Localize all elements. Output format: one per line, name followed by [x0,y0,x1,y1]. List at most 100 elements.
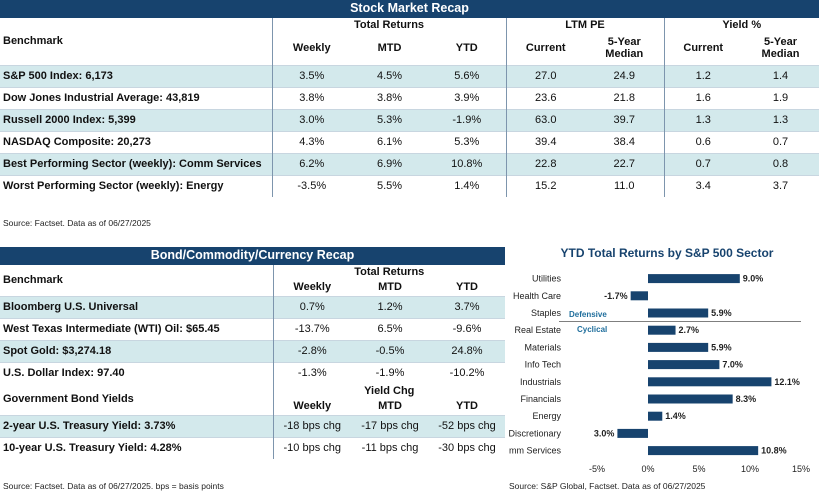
bond-row-label: West Texas Intermediate (WTI) Oil: $65.4… [0,317,273,340]
stock-row: Worst Performing Sector (weekly): Energy… [0,174,819,197]
gov-cell: -52 bps chg [429,414,505,437]
bond-row-label: Spot Gold: $3,274.18 [0,339,273,362]
chart-bar [648,377,772,387]
stock-row-label: Dow Jones Industrial Average: 43,819 [0,86,272,109]
chart-bar [648,308,709,318]
chart-data-label: 12.1% [774,377,800,387]
bond-row-label: Bloomberg U.S. Universal [0,295,273,318]
stock-cell: 11.0 [585,174,664,197]
chart-bar [648,325,676,335]
chart-annotation-defensive: Defensive [569,310,607,319]
gov-cell: -17 bps chg [351,414,429,437]
stock-cell: 0.7 [663,152,742,175]
bond-row: U.S. Dollar Index: 97.40 -1.3% -1.9% -10.2% [0,361,505,384]
chart-x-tick-label: -5% [589,464,605,474]
bond-benchmark-header: Benchmark [3,274,63,287]
stock-cell: 23.6 [505,86,585,109]
bond-source-note: Source: Factset. Data as of 06/27/2025. … [3,481,224,491]
bond-recap-title: Bond/Commodity/Currency Recap [0,247,505,265]
stock-cell: 1.6 [663,86,742,109]
bond-row: West Texas Intermediate (WTI) Oil: $65.4… [0,317,505,340]
stock-cell: 3.9% [428,86,506,109]
bond-cell: -1.3% [272,361,351,384]
bond-total-returns-header: Total Returns [272,265,505,279]
gov-col-ytd: YTD [456,400,478,413]
stock-cell: 0.6 [663,130,742,153]
gov-col-mtd: MTD [378,400,402,413]
stock-cell: 3.7 [742,174,819,197]
stock-cell: 5.3% [428,130,506,153]
stock-recap-title: Stock Market Recap [0,0,819,18]
stock-row: Russell 2000 Index: 5,399 3.0% 5.3% -1.9% 63… [0,108,819,131]
chart-category-label: Real Estate [514,325,561,335]
stock-row-label: Best Performing Sector (weekly): Comm Se… [0,152,272,175]
bond-cell: 3.7% [429,295,505,318]
chart-category-label: Energy [532,411,561,421]
stock-cell: 15.2 [505,174,585,197]
chart-bar [648,446,759,456]
sector-returns-chart: Utilities 9.0% Health Care -1.7% Staples 5.9%… [509,274,810,474]
col-yield-current: Current [663,32,742,65]
chart-data-label: 5.9% [711,342,732,352]
stock-cell: 24.9 [585,64,664,87]
col-mtd: MTD [377,42,402,55]
chart-bar [648,411,663,421]
gov-row: 10-year U.S. Treasury Yield: 4.28% -10 bp… [0,436,505,459]
chart-data-label: 2.7% [679,325,700,335]
chart-category-label: Discretionary [509,428,561,438]
bond-row: Spot Gold: $3,274.18 -2.8% -0.5% 24.8% [0,339,505,362]
chart-category-label: Health Care [513,291,561,301]
chart-category-label: Info Tech [525,360,561,370]
stock-cell: 3.5% [271,64,351,87]
stock-cell: 0.7 [742,130,819,153]
yield-header: Yield % [663,18,819,32]
stock-cell: 4.3% [271,130,351,153]
stock-cell: 10.8% [428,152,506,175]
gov-row-label: 2-year U.S. Treasury Yield: 3.73% [0,414,273,437]
bond-row: Bloomberg U.S. Universal 0.7% 1.2% 3.7% [0,295,505,318]
chart-category-label: Utilities [532,274,562,284]
stock-cell: 1.3 [663,108,742,131]
stock-cell: 22.7 [585,152,664,175]
chart-x-tick-label: 15% [792,464,810,474]
stock-cell: 6.2% [271,152,351,175]
chart-category-label: Industrials [520,377,562,387]
chart-data-label: 5.9% [711,308,732,318]
yield-chg-header: Yield Chg [272,384,505,398]
stock-cell: 5.5% [351,174,428,197]
gov-bond-header: Government Bond Yields [3,393,134,406]
stock-cell: 1.3 [742,108,819,131]
stock-row-label: Russell 2000 Index: 5,399 [0,108,272,131]
bond-cell: 1.2% [351,295,429,318]
stock-cell: 5.3% [351,108,428,131]
bond-recap-table: Benchmark Total Returns Weekly MTD YTD B… [0,265,505,459]
stock-cell: 1.2 [663,64,742,87]
gov-cell: -11 bps chg [351,436,429,459]
bond-col-weekly: Weekly [272,279,351,296]
stock-row: S&P 500 Index: 6,173 3.5% 4.5% 5.6% 27.0 24.9… [0,64,819,87]
stock-cell: 1.9 [742,86,819,109]
stock-row: Best Performing Sector (weekly): Comm Se… [0,152,819,175]
stock-cell: 39.7 [585,108,664,131]
stock-row: NASDAQ Composite: 20,273 4.3% 6.1% 5.3% 39.4… [0,130,819,153]
stock-cell: 0.8 [742,152,819,175]
bond-cell: -1.9% [351,361,429,384]
stock-cell: 21.8 [585,86,664,109]
gov-cell: -30 bps chg [429,436,505,459]
chart-x-tick-label: 10% [741,464,759,474]
ltm-pe-header: LTM PE [505,18,664,32]
gov-row-label: 10-year U.S. Treasury Yield: 4.28% [0,436,273,459]
chart-bar [648,394,733,404]
sector-chart-title: YTD Total Returns by S&P 500 Sector [560,246,774,260]
bond-cell: -9.6% [429,317,505,340]
stock-cell: 63.0 [505,108,585,131]
stock-cell: 3.4 [663,174,742,197]
gov-cell: -10 bps chg [272,436,351,459]
bond-cell: 0.7% [272,295,351,318]
stock-recap-table: Benchmark Total Returns LTM PE Yield % W… [0,18,819,197]
stock-cell: 6.9% [351,152,428,175]
chart-category-label: Comm Services [509,446,561,456]
benchmark-header: Benchmark [3,35,63,48]
gov-col-weekly: Weekly [272,398,351,415]
col-pe-median: 5-Year Median [605,36,644,61]
